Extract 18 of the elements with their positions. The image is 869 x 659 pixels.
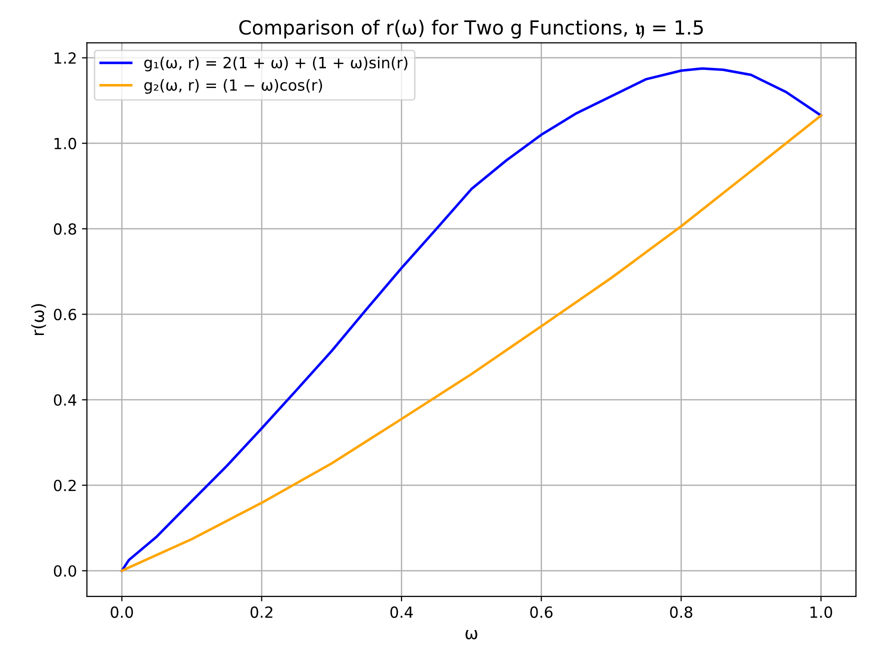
- x-tick-label: 0.2: [250, 606, 272, 618]
- chart-title: Comparison of r(ω) for Two g Functions, 𝔶 = 1.5: [239, 20, 703, 39]
- y-tick-label: 0.6: [54, 308, 76, 320]
- y-axis-title: r(ω): [31, 304, 46, 336]
- y-tick-label: 0.0: [54, 565, 76, 577]
- x-tick-label: 0.0: [110, 606, 133, 618]
- x-tick-label: 0.6: [530, 606, 553, 618]
- x-axis-title: ω: [466, 630, 478, 640]
- x-tick-label: 1.0: [810, 606, 832, 618]
- y-tick-label: 0.2: [54, 480, 76, 492]
- y-tick-label: 0.4: [54, 394, 76, 406]
- y-tick-label: 0.8: [54, 223, 76, 235]
- x-tick-label: 0.4: [390, 606, 413, 618]
- y-tick-label: 1.2: [54, 52, 76, 64]
- legend-label: g₁(ω, r) = 2(1 + ω) + (1 + ω)sin(r): [144, 56, 408, 72]
- legend-label: g₂(ω, r) = (1 − ω)cos(r): [144, 79, 322, 94]
- y-tick-label: 1.0: [54, 138, 76, 150]
- x-tick-label: 0.8: [670, 606, 692, 618]
